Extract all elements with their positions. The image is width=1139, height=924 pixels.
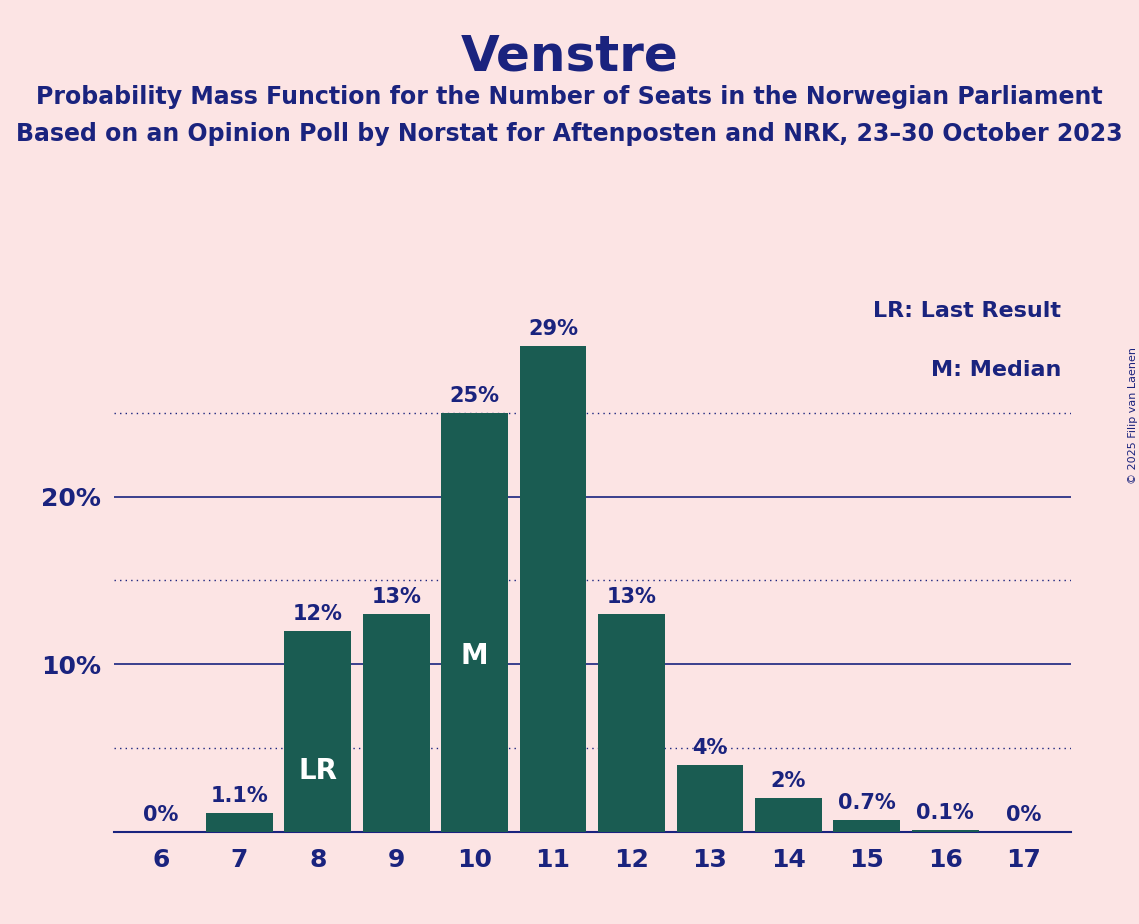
Bar <box>834 820 900 832</box>
Bar <box>755 798 821 832</box>
Text: 13%: 13% <box>371 587 421 607</box>
Text: 0.7%: 0.7% <box>838 793 895 813</box>
Text: M: M <box>461 642 489 670</box>
Text: 0.1%: 0.1% <box>916 803 974 823</box>
Bar <box>598 614 665 832</box>
Text: LR: Last Result: LR: Last Result <box>874 301 1062 321</box>
Text: 25%: 25% <box>450 386 500 407</box>
Bar <box>206 813 272 832</box>
Text: 4%: 4% <box>693 738 728 758</box>
Bar <box>677 765 744 832</box>
Text: LR: LR <box>298 758 337 785</box>
Text: 29%: 29% <box>528 319 579 339</box>
Text: 12%: 12% <box>293 604 343 624</box>
Text: Based on an Opinion Poll by Norstat for Aftenposten and NRK, 23–30 October 2023: Based on an Opinion Poll by Norstat for … <box>16 122 1123 146</box>
Bar <box>285 630 351 832</box>
Bar <box>912 830 978 832</box>
Text: 13%: 13% <box>607 587 656 607</box>
Text: Probability Mass Function for the Number of Seats in the Norwegian Parliament: Probability Mass Function for the Number… <box>36 85 1103 109</box>
Text: M: Median: M: Median <box>931 360 1062 380</box>
Text: Venstre: Venstre <box>460 32 679 80</box>
Text: 0%: 0% <box>1006 805 1041 825</box>
Bar <box>363 614 429 832</box>
Text: 0%: 0% <box>144 805 179 825</box>
Bar <box>441 413 508 832</box>
Bar <box>519 346 587 832</box>
Text: © 2025 Filip van Laenen: © 2025 Filip van Laenen <box>1129 347 1138 484</box>
Text: 1.1%: 1.1% <box>211 786 269 807</box>
Text: 2%: 2% <box>771 772 806 791</box>
